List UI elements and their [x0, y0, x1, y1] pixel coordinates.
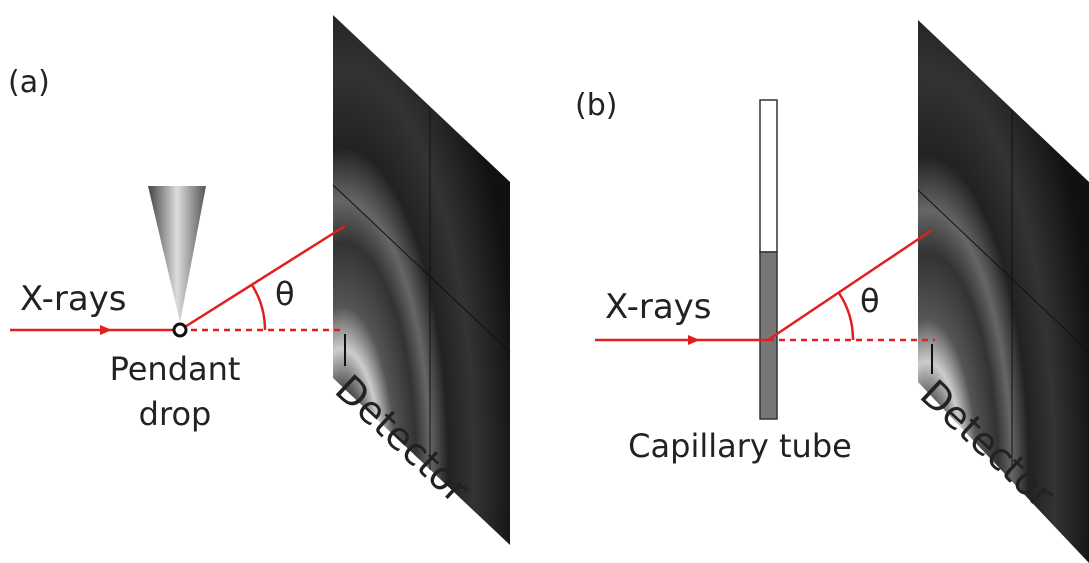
panel-a: (a) X-rays θ Pendant drop Detector	[8, 15, 510, 545]
sample-label: Pendant	[110, 350, 241, 388]
panel-label: (a)	[8, 65, 50, 100]
sample-label: drop	[139, 395, 212, 433]
scattered-beam	[768, 230, 932, 340]
panel-label: (b)	[575, 88, 617, 123]
angle-label: θ	[275, 275, 295, 313]
angle-arc	[252, 285, 265, 330]
panel-b: (b) X-rays θ Capillary tube Detector	[575, 20, 1089, 563]
beam-arrow	[100, 325, 112, 335]
beam-label: X-rays	[605, 287, 712, 327]
angle-label: θ	[860, 282, 880, 320]
beam-label: X-rays	[20, 279, 127, 319]
diagram: (a) X-rays θ Pendant drop Detector (b) X…	[0, 0, 1089, 563]
sample-label: Capillary tube	[628, 427, 852, 465]
pendant-needle	[148, 186, 206, 322]
capillary-empty	[760, 100, 777, 252]
pendant-drop	[174, 324, 186, 336]
beam-arrow	[688, 335, 700, 345]
angle-arc	[839, 293, 853, 340]
